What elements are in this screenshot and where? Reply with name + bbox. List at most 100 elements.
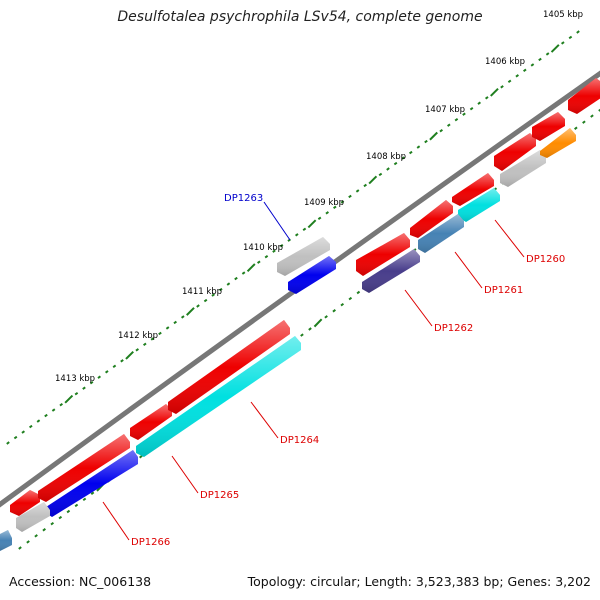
gene-name-text[interactable]: DP1265 <box>200 490 239 501</box>
minor-tick <box>386 167 390 171</box>
gene-name-text[interactable]: DP1262 <box>434 323 473 334</box>
minor-tick <box>59 402 64 407</box>
gene-feature[interactable] <box>10 490 40 516</box>
gene-label-dp1265[interactable]: DP1265 <box>171 455 239 501</box>
gene-feature[interactable] <box>458 188 500 222</box>
minor-tick <box>477 101 482 105</box>
gene-feature[interactable] <box>38 434 130 502</box>
minor-tick <box>348 296 353 301</box>
minor-tick <box>89 381 94 385</box>
minor-tick <box>50 521 55 526</box>
minor-tick <box>424 139 428 144</box>
minor-tick <box>51 408 56 412</box>
gene-feature[interactable] <box>16 502 50 532</box>
gene-feature[interactable] <box>500 150 546 187</box>
minor-tick <box>196 304 200 308</box>
minor-tick <box>34 534 38 538</box>
minor-tick <box>454 117 459 122</box>
gene-name-text[interactable]: DP1263 <box>224 193 263 204</box>
gene-feature[interactable] <box>410 200 453 238</box>
gene-feature[interactable] <box>136 336 301 457</box>
gene-feature[interactable] <box>288 256 336 294</box>
gene-arrow-highlight <box>458 188 500 222</box>
kbp-tick-label: 1409 kbp <box>304 198 344 208</box>
gene-arrow-highlight <box>418 214 464 253</box>
gene-name-text[interactable]: DP1266 <box>131 537 170 548</box>
gene-feature[interactable] <box>452 173 494 206</box>
minor-tick <box>28 424 33 429</box>
gene-label-dp1262[interactable]: DP1262 <box>404 289 473 334</box>
minor-tick <box>576 30 580 34</box>
minor-tick <box>139 455 143 459</box>
gene-arrow-highlight <box>130 404 172 440</box>
gene-name-text[interactable]: DP1264 <box>280 435 319 446</box>
minor-tick <box>302 227 307 231</box>
minor-tick <box>378 172 383 177</box>
gene-arrow-highlight <box>38 434 130 502</box>
minor-tick <box>90 491 95 495</box>
gene-feature[interactable] <box>494 133 536 171</box>
gene-label-dp1264[interactable]: DP1264 <box>250 401 319 446</box>
minor-tick <box>469 107 474 111</box>
minor-tick <box>58 515 63 520</box>
minor-tick <box>325 211 330 215</box>
gene-feature[interactable] <box>0 530 12 551</box>
minor-tick <box>21 430 26 434</box>
gene-arrow-highlight <box>288 256 336 294</box>
gene-feature[interactable] <box>277 237 330 276</box>
accession-text: Accession: NC_006138 <box>9 574 152 589</box>
minor-tick <box>203 298 208 303</box>
minor-tick <box>104 370 109 374</box>
gene-feature[interactable] <box>532 112 565 141</box>
gene-leader-line <box>494 219 525 258</box>
gene-label-dp1261[interactable]: DP1261 <box>454 251 523 296</box>
gene-arrow-highlight <box>568 78 600 114</box>
gene-feature[interactable] <box>130 404 172 440</box>
gene-name-text[interactable]: DP1261 <box>484 285 523 296</box>
gene-arrow-highlight <box>16 502 50 532</box>
minor-tick <box>568 35 573 40</box>
gene-feature[interactable] <box>356 233 410 276</box>
minor-tick <box>462 112 466 116</box>
kbp-tick-label: 1412 kbp <box>118 331 158 341</box>
gene-leader-line <box>454 251 483 289</box>
minor-tick <box>279 244 284 248</box>
gene-feature[interactable] <box>46 450 138 517</box>
major-tick <box>64 394 74 404</box>
gene-feature[interactable] <box>418 214 464 253</box>
minor-tick <box>241 271 246 275</box>
gene-feature[interactable] <box>362 249 420 293</box>
minor-tick <box>340 200 345 204</box>
major-tick <box>307 219 317 229</box>
minor-tick <box>401 156 406 160</box>
major-tick <box>490 87 499 97</box>
gene-label-dp1266[interactable]: DP1266 <box>102 501 170 548</box>
gene-feature[interactable] <box>168 320 290 414</box>
gene-arrow-highlight <box>136 336 301 457</box>
gene-arrow-highlight <box>10 490 40 516</box>
kbp-tick-label: 1407 kbp <box>425 105 465 115</box>
minor-tick <box>74 391 79 396</box>
minor-tick <box>112 364 117 368</box>
minor-tick <box>500 85 504 89</box>
minor-tick <box>574 126 578 130</box>
gene-arrow-highlight <box>168 320 290 414</box>
minor-tick <box>150 337 155 341</box>
major-tick <box>246 263 256 272</box>
gene-feature[interactable] <box>568 78 600 114</box>
major-tick <box>550 44 560 53</box>
gene-arrow-highlight <box>532 112 565 141</box>
major-tick <box>368 175 378 185</box>
kbp-tick-label: 1410 kbp <box>243 243 283 253</box>
gene-arrow-highlight <box>540 128 576 158</box>
gene-feature[interactable] <box>540 128 576 158</box>
gene-name-text[interactable]: DP1260 <box>526 254 565 265</box>
major-tick <box>186 307 195 316</box>
minor-tick <box>42 528 46 532</box>
kbp-tick-label: 1413 kbp <box>55 374 95 384</box>
gene-label-dp1260[interactable]: DP1260 <box>494 219 565 265</box>
gene-label-dp1263[interactable]: DP1263 <box>224 193 291 241</box>
minor-tick <box>416 145 421 149</box>
minor-tick <box>135 348 140 352</box>
